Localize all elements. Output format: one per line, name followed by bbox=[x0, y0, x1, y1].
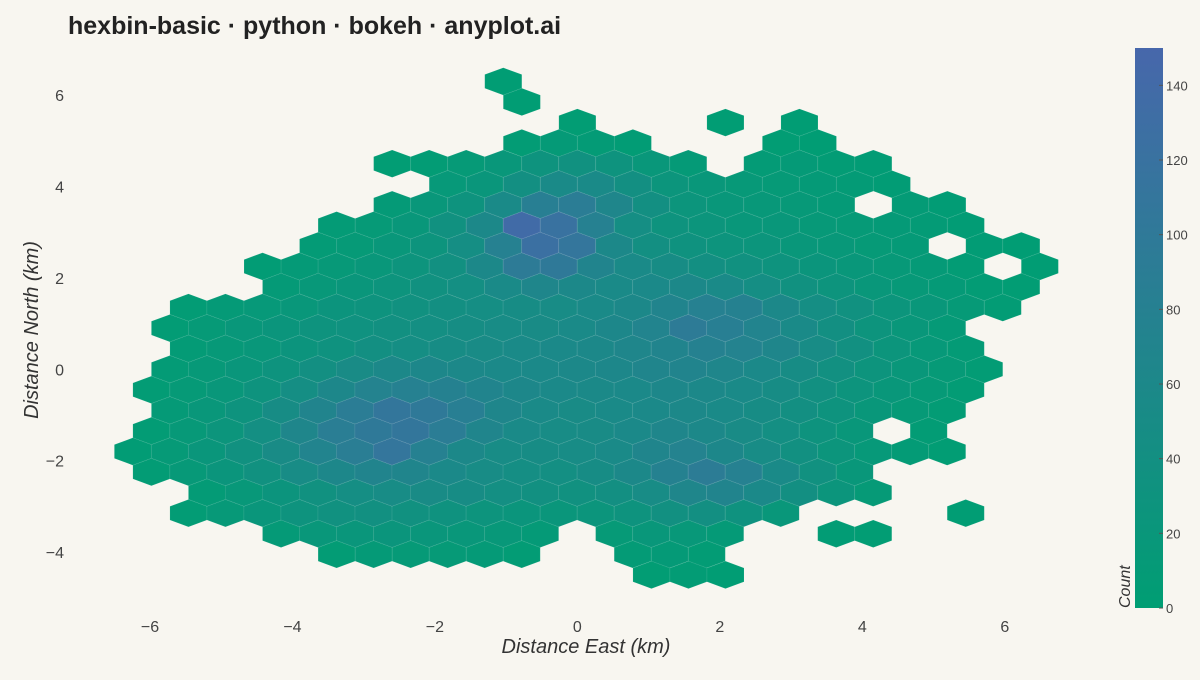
y-tick-label: 4 bbox=[55, 180, 64, 197]
colorbar-tick-label: 100 bbox=[1166, 228, 1188, 243]
hex-bin bbox=[761, 498, 800, 528]
chart-title: hexbin-basic · python · bokeh · anyplot.… bbox=[68, 12, 561, 40]
colorbar bbox=[1135, 48, 1163, 608]
y-tick-label: −2 bbox=[46, 454, 64, 471]
hex-bin bbox=[817, 519, 856, 548]
y-tick-label: 2 bbox=[55, 271, 64, 288]
x-tick-label: 6 bbox=[1000, 619, 1009, 636]
hex-bin bbox=[373, 149, 412, 178]
hex-bin bbox=[1002, 272, 1041, 302]
colorbar-tick-label: 140 bbox=[1166, 78, 1188, 93]
hex-bin bbox=[946, 498, 985, 528]
x-tick-label: −4 bbox=[283, 619, 301, 636]
colorbar-label: Count bbox=[1117, 565, 1134, 608]
colorbar-tick-label: 60 bbox=[1166, 377, 1180, 392]
colorbar-tick-label: 120 bbox=[1166, 153, 1188, 168]
hex-layer bbox=[113, 67, 1059, 590]
hex-bin bbox=[706, 560, 745, 590]
colorbar-tick-label: 0 bbox=[1166, 601, 1173, 616]
hex-bin bbox=[928, 396, 967, 425]
x-tick-label: 4 bbox=[858, 619, 867, 636]
hex-bin bbox=[965, 355, 1004, 384]
hex-bin bbox=[502, 87, 541, 117]
hex-bin bbox=[706, 108, 745, 137]
x-tick-label: 0 bbox=[573, 619, 582, 636]
y-tick-label: 0 bbox=[55, 362, 64, 379]
colorbar-tick-label: 80 bbox=[1166, 302, 1180, 317]
hex-bin bbox=[484, 67, 523, 96]
x-tick-label: −6 bbox=[141, 619, 159, 636]
hex-bin bbox=[854, 519, 893, 548]
hex-bin bbox=[928, 437, 967, 466]
x-tick-label: 2 bbox=[715, 619, 724, 636]
colorbar-tick-label: 40 bbox=[1166, 452, 1180, 467]
colorbar-tick-label: 20 bbox=[1166, 526, 1180, 541]
x-tick-label: −2 bbox=[426, 619, 444, 636]
y-tick-label: 6 bbox=[55, 88, 64, 105]
x-axis-label: Distance East (km) bbox=[502, 636, 671, 658]
y-tick-label: −4 bbox=[46, 545, 64, 562]
hex-bin bbox=[502, 540, 541, 569]
hex-bin bbox=[983, 293, 1022, 322]
y-axis-label: Distance North (km) bbox=[21, 241, 43, 419]
hex-bin bbox=[854, 478, 893, 507]
